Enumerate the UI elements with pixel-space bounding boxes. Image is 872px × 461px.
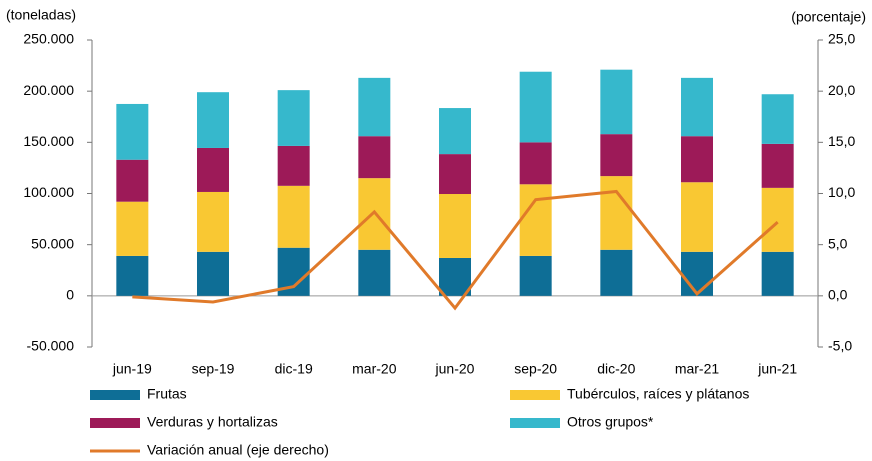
legend-label: Frutas [147, 386, 187, 402]
y2-tick-label: 15,0 [828, 133, 855, 149]
bar [681, 182, 713, 252]
legend-label: Verduras y hortalizas [147, 414, 278, 430]
y-tick-label: 100.000 [23, 184, 74, 200]
legend-marker [90, 390, 140, 400]
bar [761, 251, 794, 296]
y2-tick-label: 0,0 [828, 287, 848, 303]
y-tick-label: -50.000 [27, 338, 75, 354]
bar [519, 184, 552, 256]
bar [600, 176, 633, 250]
legend-label: Variación anual (eje derecho) [147, 442, 329, 458]
x-tick-label: sep-20 [514, 361, 557, 377]
y-tick-label: 150.000 [23, 133, 74, 149]
x-tick-label: jun-21 [757, 361, 797, 377]
bar [358, 77, 391, 137]
bar [600, 249, 633, 296]
bar [439, 194, 471, 258]
y2-tick-label: 20,0 [828, 82, 855, 98]
bar [358, 136, 391, 179]
bar [277, 90, 310, 146]
legend-marker [90, 418, 140, 428]
bar [519, 71, 552, 143]
bar [277, 185, 310, 248]
x-tick-label: mar-21 [675, 361, 720, 377]
x-tick-label: dic-19 [275, 361, 313, 377]
legend-label: Tubérculos, raíces y plátanos [567, 386, 749, 402]
bar [197, 191, 229, 252]
bar [681, 251, 713, 296]
bar [439, 154, 471, 195]
y2-axis-label: (porcentaje) [791, 9, 866, 25]
y2-tick-label: 5,0 [828, 235, 848, 251]
bar [116, 103, 149, 160]
bar [600, 69, 633, 135]
legend-marker [510, 418, 560, 428]
bar [761, 187, 794, 252]
x-tick-label: jun-19 [112, 361, 152, 377]
bar [439, 257, 471, 296]
y-tick-label: 200.000 [23, 82, 74, 98]
line [132, 189, 779, 311]
bar [197, 92, 229, 148]
bar [681, 136, 713, 183]
bar [116, 201, 149, 256]
x-tick-label: sep-19 [192, 361, 235, 377]
x-tick-label: jun-20 [435, 361, 475, 377]
y2-tick-label: 25,0 [828, 31, 855, 47]
y-tick-label: 0 [66, 287, 74, 303]
bar [761, 94, 794, 144]
bar [761, 143, 794, 188]
y-tick-label: 250.000 [23, 31, 74, 47]
y2-tick-label: 10,0 [828, 184, 855, 200]
bar [600, 134, 633, 177]
bar [116, 255, 149, 296]
legend-marker [510, 390, 560, 400]
bar [116, 159, 149, 202]
y-axis-label: (toneladas) [6, 7, 76, 23]
y2-tick-label: -5,0 [828, 338, 852, 354]
bar [197, 147, 229, 192]
x-tick-label: mar-20 [352, 361, 397, 377]
bar [519, 142, 552, 185]
y-tick-label: 50.000 [31, 235, 74, 251]
bar [519, 255, 552, 296]
x-tick-label: dic-20 [597, 361, 635, 377]
legend-label: Otros grupos* [567, 414, 654, 430]
bar [197, 251, 229, 296]
bar [681, 77, 713, 137]
bar [358, 249, 391, 296]
bar [277, 145, 310, 186]
bar [439, 108, 471, 155]
